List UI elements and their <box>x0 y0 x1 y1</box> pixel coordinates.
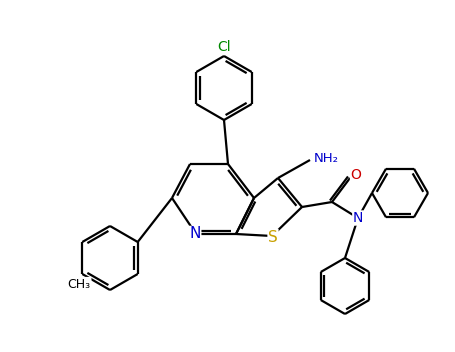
Text: N: N <box>353 211 363 225</box>
Text: O: O <box>350 168 361 182</box>
Text: N: N <box>189 226 201 241</box>
Text: CH₃: CH₃ <box>68 277 91 290</box>
Text: S: S <box>268 230 278 245</box>
Text: NH₂: NH₂ <box>314 151 339 164</box>
Text: Cl: Cl <box>217 40 231 54</box>
